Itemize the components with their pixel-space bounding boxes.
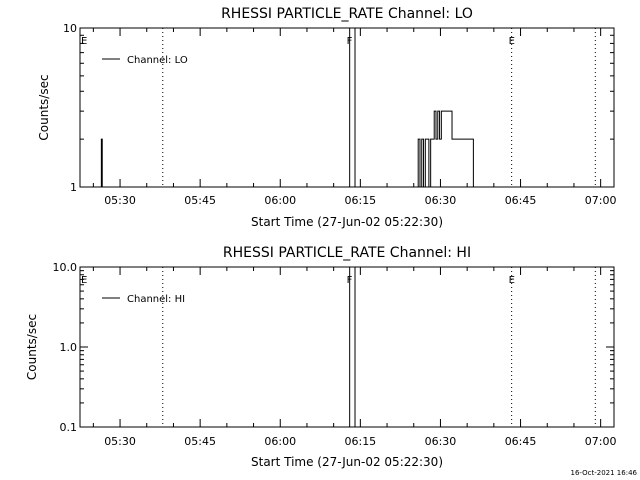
event-marker-label: E xyxy=(509,36,515,47)
plot-frame xyxy=(79,266,615,428)
event-marker-label: E xyxy=(509,275,515,286)
y-tick-label: 1 xyxy=(70,181,77,194)
y-tick-label: 10 xyxy=(63,22,77,35)
event-marker-label: E xyxy=(81,36,87,47)
plot-frame xyxy=(79,27,615,188)
x-tick-label: 06:30 xyxy=(425,435,457,448)
legend-entry: Channel: LO xyxy=(127,55,188,66)
x-tick-label: 05:30 xyxy=(104,435,136,448)
chart-title: RHESSI PARTICLE_RATE Channel: HI xyxy=(223,245,471,261)
x-tick-label: 06:15 xyxy=(344,435,376,448)
x-tick-label: 05:45 xyxy=(184,435,216,448)
x-tick-label: 06:45 xyxy=(505,194,537,207)
x-tick-label: 07:00 xyxy=(585,435,617,448)
x-tick-label: 06:45 xyxy=(505,435,537,448)
event-marker-label: E xyxy=(81,275,87,286)
plot-timestamp: 16-Oct-2021 16:46 xyxy=(571,469,638,477)
panel-0: RHESSI PARTICLE_RATE Channel: LO 05:30 05:… xyxy=(37,6,617,229)
x-axis-label: Start Time (27-Jun-02 05:22:30) xyxy=(251,455,443,469)
x-tick-label: 06:00 xyxy=(264,435,296,448)
x-tick-label: 06:00 xyxy=(264,194,296,207)
x-tick-label: 05:45 xyxy=(184,194,216,207)
y-tick-label: 1.0 xyxy=(60,341,78,354)
x-tick-label: 06:15 xyxy=(344,194,376,207)
series-line-0 xyxy=(100,110,474,188)
y-tick-label: 10.0 xyxy=(53,261,78,274)
event-marker-label: F xyxy=(347,36,353,47)
y-tick-label: 0.1 xyxy=(60,421,78,434)
event-marker-label: F xyxy=(347,275,353,286)
x-axis-label: Start Time (27-Jun-02 05:22:30) xyxy=(251,215,443,229)
x-tick-label: 07:00 xyxy=(585,194,617,207)
legend-entry: Channel: HI xyxy=(127,294,185,305)
y-axis-label: Counts/sec xyxy=(25,314,39,380)
panel-1: RHESSI PARTICLE_RATE Channel: HI 05:30 05:… xyxy=(25,245,617,469)
y-axis-label: Counts/sec xyxy=(37,74,51,140)
x-tick-label: 06:30 xyxy=(425,194,457,207)
chart-title: RHESSI PARTICLE_RATE Channel: LO xyxy=(221,6,473,22)
x-tick-label: 05:30 xyxy=(104,194,136,207)
